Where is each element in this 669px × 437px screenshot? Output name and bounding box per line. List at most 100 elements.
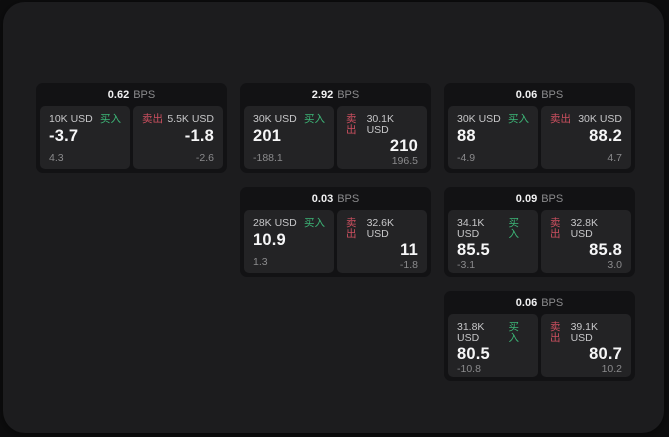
spread-value: 0.06 — [515, 88, 538, 101]
quote-grid: 0.62 BPS 10K USD 买入 -3.7 4.3 卖出 5.5K USD — [36, 83, 635, 381]
buy-side-label: 买入 — [508, 321, 519, 344]
quote-card: 0.09 BPS 34.1K USD 买入 85.5 -3.1 卖出 32.8K… — [444, 187, 635, 277]
spread-header: 0.06 BPS — [448, 83, 631, 106]
buy-tile-top: 30K USD 买入 — [457, 114, 529, 125]
sell-tile[interactable]: 卖出 32.8K USD 85.8 3.0 — [541, 210, 631, 273]
quote-tiles: 30K USD 买入 201 -188.1 卖出 30.1K USD 210 1… — [244, 106, 427, 169]
buy-price: 85.5 — [457, 241, 490, 259]
quote-card: 0.62 BPS 10K USD 买入 -3.7 4.3 卖出 5.5K USD — [36, 83, 227, 173]
spread-header: 0.06 BPS — [448, 291, 631, 314]
quote-tiles: 28K USD 买入 10.9 1.3 卖出 32.6K USD 11 -1.8 — [244, 210, 427, 273]
spread-header: 0.62 BPS — [40, 83, 223, 106]
sell-price: 85.8 — [589, 241, 622, 259]
quote-card: 0.06 BPS 30K USD 买入 88 -4.9 卖出 30K USD — [444, 83, 635, 173]
sell-tile[interactable]: 卖出 30K USD 88.2 4.7 — [541, 106, 631, 169]
sell-tile[interactable]: 卖出 5.5K USD -1.8 -2.6 — [133, 106, 223, 169]
sell-delta: 10.2 — [601, 362, 622, 375]
sell-side-label: 卖出 — [346, 113, 357, 136]
sell-delta: 3.0 — [607, 258, 622, 271]
spread-unit: BPS — [337, 88, 360, 101]
buy-price: 10.9 — [253, 230, 286, 249]
sell-price: -1.8 — [184, 126, 214, 145]
quote-tiles: 10K USD 买入 -3.7 4.3 卖出 5.5K USD -1.8 -2.… — [40, 106, 223, 169]
buy-size: 30K USD — [457, 113, 501, 125]
sell-tile[interactable]: 卖出 32.6K USD 11 -1.8 — [337, 210, 427, 273]
buy-tile-top: 34.1K USD 买入 — [457, 218, 529, 239]
spread-value: 0.09 — [515, 192, 538, 205]
sell-tile-top: 卖出 39.1K USD — [550, 322, 622, 343]
buy-tile[interactable]: 28K USD 买入 10.9 1.3 — [244, 210, 334, 273]
buy-size: 31.8K USD — [457, 321, 485, 344]
buy-size: 10K USD — [49, 113, 93, 125]
buy-delta: 1.3 — [253, 255, 268, 268]
spread-unit: BPS — [541, 192, 564, 205]
buy-tile-top: 31.8K USD 买入 — [457, 322, 529, 343]
buy-tile-top: 30K USD 买入 — [253, 114, 325, 125]
sell-price: 210 — [389, 137, 418, 155]
spread-unit: BPS — [541, 88, 564, 101]
spread-value: 0.03 — [311, 192, 334, 205]
sell-side-label: 卖出 — [550, 321, 561, 344]
sell-delta: -1.8 — [399, 258, 418, 271]
sell-tile[interactable]: 卖出 30.1K USD 210 196.5 — [337, 106, 427, 169]
buy-delta: -10.8 — [457, 362, 481, 375]
sell-side-label: 卖出 — [550, 217, 561, 240]
sell-size: 30.1K USD — [366, 113, 395, 136]
buy-delta: -3.1 — [457, 258, 476, 271]
spread-value: 0.62 — [107, 88, 130, 101]
buy-tile[interactable]: 31.8K USD 买入 80.5 -10.8 — [448, 314, 538, 377]
sell-size: 30K USD — [578, 113, 622, 125]
quote-card: 0.06 BPS 31.8K USD 买入 80.5 -10.8 卖出 39.1… — [444, 291, 635, 381]
sell-tile[interactable]: 卖出 39.1K USD 80.7 10.2 — [541, 314, 631, 377]
buy-side-label: 买入 — [508, 217, 519, 240]
sell-delta: -2.6 — [195, 151, 214, 164]
sell-delta: 4.7 — [607, 151, 622, 164]
sell-price: 11 — [400, 241, 418, 259]
buy-price: 80.5 — [457, 345, 490, 363]
buy-size: 34.1K USD — [457, 217, 485, 240]
sell-tile-top: 卖出 30.1K USD — [346, 114, 418, 135]
spread-header: 0.03 BPS — [244, 187, 427, 210]
sell-size: 32.6K USD — [366, 217, 395, 240]
buy-side-label: 买入 — [304, 113, 325, 125]
buy-tile[interactable]: 30K USD 买入 201 -188.1 — [244, 106, 334, 169]
spread-unit: BPS — [541, 296, 564, 309]
buy-tile[interactable]: 30K USD 买入 88 -4.9 — [448, 106, 538, 169]
buy-side-label: 买入 — [304, 217, 325, 229]
buy-price: 201 — [253, 126, 282, 145]
buy-tile[interactable]: 10K USD 买入 -3.7 4.3 — [40, 106, 130, 169]
buy-size: 30K USD — [253, 113, 297, 125]
sell-tile-top: 卖出 32.6K USD — [346, 218, 418, 239]
buy-tile-top: 28K USD 买入 — [253, 218, 325, 229]
spread-unit: BPS — [337, 192, 360, 205]
buy-delta: -4.9 — [457, 151, 476, 164]
spread-header: 0.09 BPS — [448, 187, 631, 210]
sell-delta: 196.5 — [391, 154, 418, 167]
quote-card: 0.03 BPS 28K USD 买入 10.9 1.3 卖出 32.6K US… — [240, 187, 431, 277]
buy-tile[interactable]: 34.1K USD 买入 85.5 -3.1 — [448, 210, 538, 273]
sell-tile-top: 卖出 30K USD — [550, 114, 622, 125]
buy-side-label: 买入 — [508, 113, 529, 125]
quote-tiles: 34.1K USD 买入 85.5 -3.1 卖出 32.8K USD 85.8… — [448, 210, 631, 273]
sell-size: 32.8K USD — [570, 217, 599, 240]
spread-unit: BPS — [133, 88, 156, 101]
trading-board-window: 0.62 BPS 10K USD 买入 -3.7 4.3 卖出 5.5K USD — [3, 2, 664, 433]
buy-side-label: 买入 — [100, 113, 121, 125]
buy-price: -3.7 — [49, 126, 79, 145]
buy-delta: -188.1 — [253, 151, 283, 164]
quote-tiles: 30K USD 买入 88 -4.9 卖出 30K USD 88.2 4.7 — [448, 106, 631, 169]
quote-tiles: 31.8K USD 买入 80.5 -10.8 卖出 39.1K USD 80.… — [448, 314, 631, 377]
sell-side-label: 卖出 — [142, 113, 163, 125]
spread-header: 2.92 BPS — [244, 83, 427, 106]
buy-price: 88 — [457, 126, 476, 145]
sell-side-label: 卖出 — [550, 113, 571, 125]
sell-size: 39.1K USD — [570, 321, 599, 344]
buy-delta: 4.3 — [49, 151, 64, 164]
quote-card: 2.92 BPS 30K USD 买入 201 -188.1 卖出 30.1K … — [240, 83, 431, 173]
spread-value: 0.06 — [515, 296, 538, 309]
spread-value: 2.92 — [311, 88, 334, 101]
sell-price: 88.2 — [589, 126, 622, 145]
sell-side-label: 卖出 — [346, 217, 357, 240]
sell-tile-top: 卖出 32.8K USD — [550, 218, 622, 239]
sell-size: 5.5K USD — [167, 113, 214, 125]
